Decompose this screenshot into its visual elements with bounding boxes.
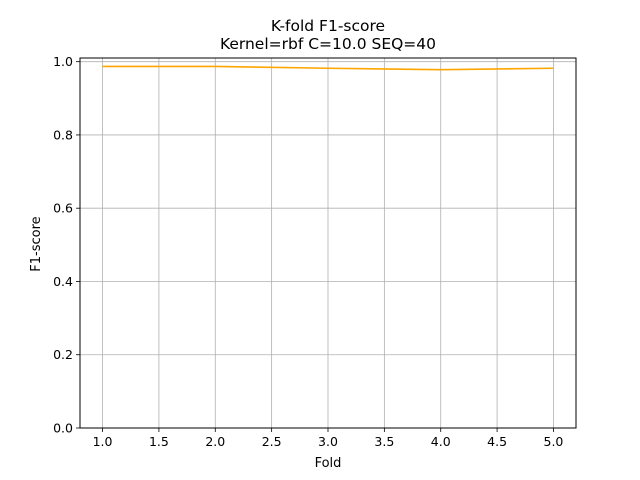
x-tick-label: 1.5 [149,434,169,449]
y-tick-label: 0.0 [53,421,73,436]
y-tick-label: 0.6 [53,201,73,216]
x-tick-label: 2.0 [205,434,225,449]
x-tick-label: 2.5 [262,434,282,449]
y-axis-label: F1-score [29,216,44,271]
chart-title: K-fold F1-score [271,17,385,35]
y-tick-label: 0.8 [53,127,73,142]
series-line-f1-score [102,65,554,71]
y-tick-label: 0.2 [53,347,73,362]
y-tick-label: 1.0 [53,54,73,69]
y-axis-ticks: 0.0 0.2 0.4 0.6 0.8 1.0 [53,54,80,436]
x-tick-label: 5.0 [544,434,564,449]
x-tick-label: 1.0 [93,434,113,449]
x-axis-ticks: 1.0 1.5 2.0 2.5 3.0 3.5 4.0 4.5 5.0 [93,428,564,449]
x-tick-label: 3.0 [318,434,338,449]
x-tick-label: 4.0 [431,434,451,449]
chart-subtitle: Kernel=rbf C=10.0 SEQ=40 [220,35,436,53]
y-tick-label: 0.4 [53,274,73,289]
series-layer [102,65,554,71]
x-tick-label: 4.5 [487,434,507,449]
grid-lines [80,58,576,429]
x-axis-label: Fold [315,456,342,471]
x-tick-label: 3.5 [374,434,394,449]
